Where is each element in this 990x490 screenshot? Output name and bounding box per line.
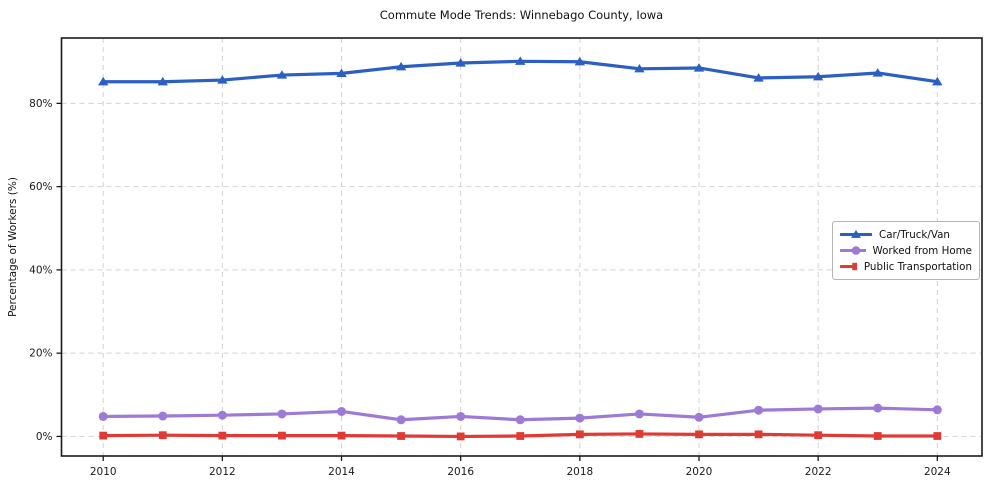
data-point-marker [575, 413, 585, 423]
legend-marker-square-icon [840, 262, 857, 271]
x-tick-label: 2012 [209, 466, 236, 478]
y-tick-label: 60% [29, 181, 52, 193]
data-point-marker [574, 56, 586, 66]
legend-label: Public Transportation [863, 260, 972, 273]
data-point-marker [157, 76, 168, 86]
data-point-marker [851, 229, 861, 238]
chart-title: Commute Mode Trends: Winnebago County, I… [379, 8, 664, 22]
y-tick-label: 80% [29, 98, 52, 110]
data-point-marker [872, 68, 883, 77]
data-point-marker [217, 75, 228, 84]
legend-label: Car/Truck/Van [879, 228, 950, 241]
data-point-marker [336, 68, 347, 77]
data-point-marker [516, 432, 525, 440]
x-tick-label: 2018 [566, 466, 593, 478]
data-point-marker [99, 431, 108, 440]
x-tick-label: 2014 [328, 466, 355, 478]
data-point-marker [337, 431, 346, 440]
data-point-marker [456, 411, 466, 421]
data-point-marker [933, 432, 942, 440]
data-point-marker [98, 411, 108, 421]
data-point-marker [158, 431, 167, 440]
legend-item-public-transportation: Public Transportation [840, 260, 972, 273]
data-point-marker [634, 409, 644, 419]
data-point-marker [218, 431, 227, 440]
legend-item-worked-from-home: Worked from Home [840, 244, 972, 257]
data-point-marker [852, 262, 857, 271]
data-point-marker [278, 431, 286, 440]
data-point-marker [337, 406, 347, 416]
data-point-marker [753, 73, 764, 82]
data-point-marker [693, 63, 705, 72]
data-point-marker [634, 64, 645, 73]
legend-item-car-truck-van: Car/Truck/Van [840, 228, 972, 241]
data-point-marker [754, 405, 764, 415]
data-point-marker [814, 431, 823, 440]
data-point-marker [754, 430, 763, 439]
data-point-marker [456, 432, 465, 441]
x-tick-label: 2016 [447, 466, 474, 478]
y-tick-label: 40% [29, 264, 52, 276]
data-point-marker [635, 430, 644, 438]
y-tick-label: 0% [36, 431, 53, 443]
x-tick-label: 2020 [686, 466, 713, 478]
data-point-marker [158, 411, 168, 421]
x-tick-label: 2010 [90, 466, 117, 478]
data-point-marker [98, 76, 109, 86]
data-point-marker [455, 58, 466, 67]
x-tick-label: 2022 [805, 466, 832, 478]
y-tick-label: 20% [29, 348, 52, 360]
data-point-marker [932, 405, 942, 415]
data-point-marker [812, 71, 824, 81]
data-point-marker [515, 56, 526, 65]
chart-legend: Car/Truck/Van Worked from Home Public Tran… [832, 221, 980, 280]
data-point-marker [695, 430, 703, 439]
data-point-marker [873, 403, 883, 413]
legend-marker-circle-icon [840, 246, 866, 255]
data-point-marker [851, 246, 861, 255]
legend-marker-triangle-icon [840, 229, 872, 238]
data-point-marker [396, 415, 406, 425]
data-point-marker [217, 410, 227, 420]
plot-frame [60, 37, 983, 457]
data-point-marker [276, 70, 288, 79]
data-point-marker [694, 412, 704, 422]
data-point-marker [813, 404, 823, 414]
data-point-marker [873, 432, 882, 440]
data-point-marker [397, 432, 406, 440]
x-tick-label: 2024 [924, 466, 951, 478]
data-point-marker [277, 409, 287, 419]
data-point-marker [575, 430, 584, 439]
data-point-marker [515, 415, 525, 425]
data-point-marker [395, 61, 407, 71]
data-point-marker [932, 76, 943, 86]
legend-label: Worked from Home [872, 244, 973, 257]
